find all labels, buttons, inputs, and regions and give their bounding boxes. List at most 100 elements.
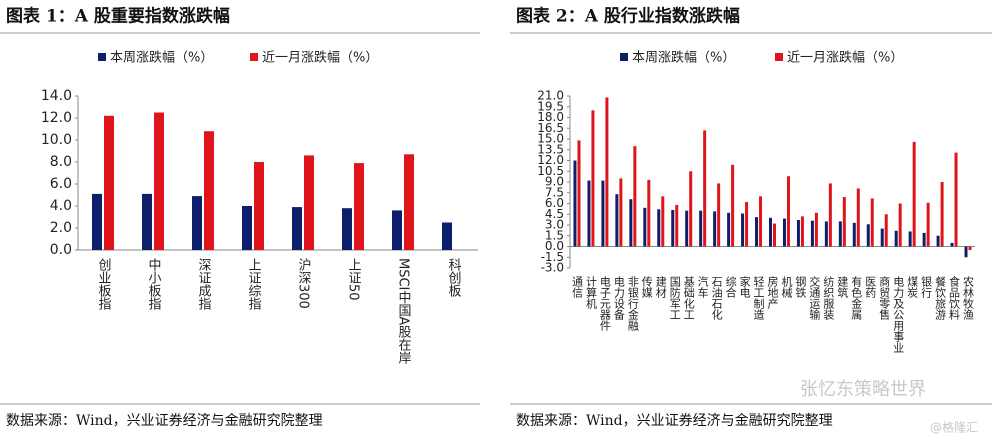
bar (192, 196, 202, 250)
chart-title: 图表 2：A 股行业指数涨跌幅 (516, 6, 740, 27)
bar (894, 230, 898, 247)
source-note: 数据来源：Wind，兴业证券经济与金融研究院整理 (516, 413, 833, 429)
bar (577, 140, 581, 247)
bar (104, 115, 114, 250)
y-tick-label: 3.0 (545, 218, 564, 232)
bar (204, 131, 214, 250)
y-tick-label: 7.5 (545, 185, 564, 199)
x-tick-label: 综合 (724, 275, 737, 298)
x-tick-label: 食品饮料 (948, 275, 961, 321)
legend-label: 本周涨跌幅（%） (632, 50, 735, 66)
y-tick-label: 6.0 (545, 196, 564, 210)
bar (591, 110, 595, 247)
bar (759, 196, 763, 247)
bar (852, 222, 856, 247)
bar (950, 242, 954, 247)
bar (661, 196, 665, 247)
bar (769, 217, 772, 247)
y-tick-label: 6.0 (50, 176, 72, 192)
watermark: @格隆汇 (930, 420, 978, 435)
x-tick-label: 传媒 (640, 276, 653, 299)
bar (601, 180, 605, 247)
chart-title: 图表 1：A 股重要指数涨跌幅 (6, 6, 230, 27)
bar (292, 207, 302, 250)
bar (954, 152, 958, 247)
bar (442, 222, 452, 250)
legend-swatch (775, 53, 783, 61)
bar (671, 209, 675, 247)
y-tick-label: 1.5 (545, 228, 564, 242)
x-tick-label: 汽车 (696, 275, 709, 299)
bar (731, 164, 735, 247)
x-tick-label: 中小板指 (146, 258, 162, 310)
x-tick-label: 电子元器件 (598, 276, 611, 332)
x-tick-label: 国防军工 (668, 276, 681, 320)
bar (619, 178, 623, 247)
bar (842, 197, 846, 247)
bar (922, 232, 926, 247)
bar (657, 209, 661, 247)
x-tick-label: 纺织服装 (822, 275, 835, 321)
x-tick-label: 餐饮旅游 (934, 275, 947, 320)
y-tick-label: 9.0 (545, 175, 564, 189)
x-tick-label: 建筑 (836, 275, 849, 298)
x-tick-label: 创业板指 (96, 258, 112, 310)
bar (898, 203, 902, 247)
bar (643, 207, 647, 247)
bar (926, 202, 930, 247)
y-tick-label: 4.0 (50, 198, 72, 214)
bar (647, 179, 651, 247)
y-tick-label: 10.0 (41, 132, 72, 148)
x-tick-label: 医药 (864, 276, 877, 299)
bar (573, 160, 577, 247)
y-tick-label: 4.5 (545, 207, 564, 221)
bar (796, 219, 800, 247)
y-tick-label: 14.0 (41, 88, 72, 104)
bar (142, 193, 152, 250)
bar (786, 176, 790, 247)
legend-label: 近一月涨跌幅（%） (787, 50, 903, 66)
x-tick-label: 商贸零售 (878, 275, 891, 321)
legend-swatch (98, 53, 106, 61)
bar (242, 206, 252, 250)
x-tick-label: 机械 (780, 275, 793, 299)
bar (814, 212, 818, 247)
x-tick-label: 家电 (738, 275, 751, 298)
y-tick-label: 21.0 (537, 89, 564, 103)
legend-label: 近一月涨跌幅（%） (262, 50, 378, 66)
bar (633, 146, 637, 247)
bar (940, 182, 944, 247)
bar (745, 202, 749, 247)
legend-swatch (620, 53, 628, 61)
y-tick-label: 12.0 (537, 153, 564, 167)
x-tick-label: 非银行金融 (626, 276, 639, 332)
bar (908, 231, 912, 247)
x-tick-label: 轻工制造 (752, 275, 765, 320)
y-tick-label: 16.5 (537, 121, 564, 135)
y-tick-label: 10.5 (537, 164, 564, 178)
bar (866, 224, 870, 247)
bar (810, 220, 814, 247)
bar (587, 180, 591, 247)
x-tick-label: 上证50 (346, 258, 362, 301)
bar (392, 210, 402, 250)
y-tick-label: -3.0 (541, 261, 564, 275)
bar (703, 130, 707, 247)
bar (699, 210, 703, 247)
legend-swatch (250, 53, 258, 61)
x-tick-label: 科创板 (446, 258, 462, 298)
y-tick-label: 15.0 (537, 132, 564, 146)
bar (755, 217, 759, 247)
y-tick-label: -1.5 (541, 250, 564, 264)
y-tick-label: 13.5 (537, 142, 564, 156)
bar (605, 97, 609, 247)
bar (964, 246, 968, 258)
bar (713, 211, 717, 247)
bar (727, 212, 731, 247)
y-tick-label: 18.0 (537, 110, 564, 124)
x-tick-label: 银行 (920, 275, 933, 299)
bar (824, 221, 828, 247)
legend-label: 本周涨跌幅（%） (110, 50, 213, 66)
bar (675, 204, 679, 247)
